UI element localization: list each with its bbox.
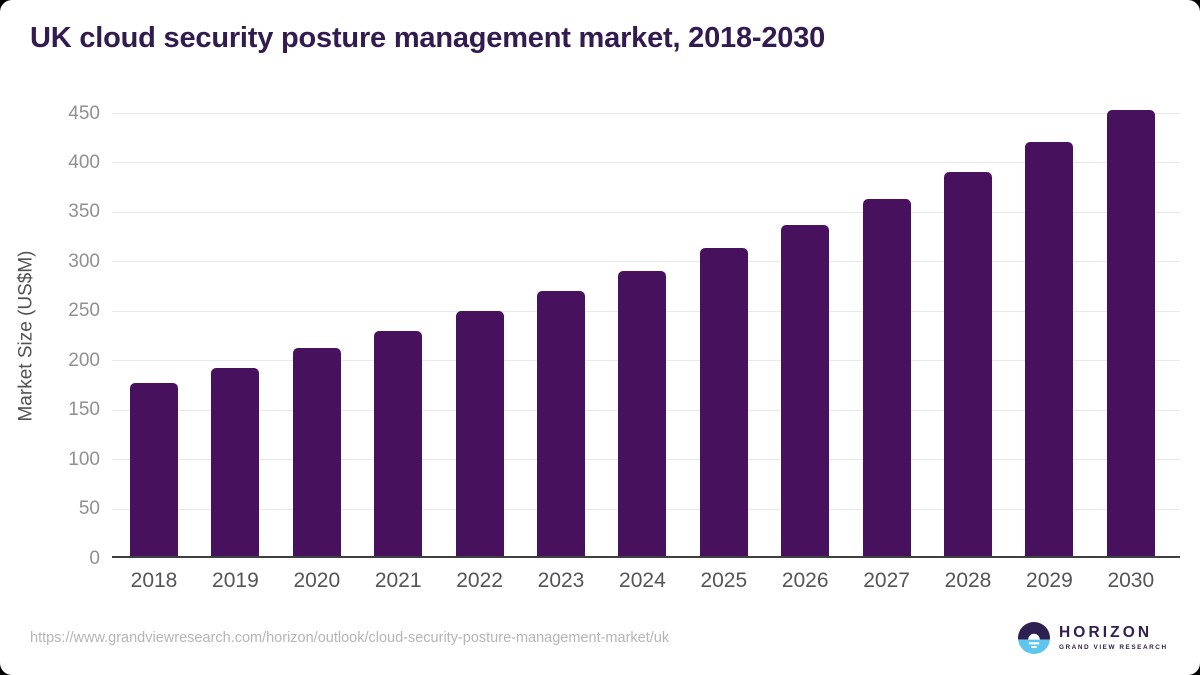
plot-area <box>112 110 1180 558</box>
x-tick-label: 2022 <box>456 569 503 592</box>
gridline <box>112 162 1180 164</box>
y-tick-label: 150 <box>68 399 100 421</box>
y-tick-label: 300 <box>68 250 100 272</box>
bar-2024[interactable] <box>618 271 667 558</box>
y-tick-label: 400 <box>68 151 100 173</box>
bar-2025[interactable] <box>699 248 748 558</box>
y-tick-label: 450 <box>68 102 100 124</box>
y-tick-label: 100 <box>68 448 100 470</box>
brand-name: HORIZON <box>1059 624 1153 641</box>
bar-2022[interactable] <box>455 310 504 558</box>
bar-2029[interactable] <box>1025 141 1074 558</box>
x-tick-label: 2020 <box>293 569 341 592</box>
bar-2021[interactable] <box>374 330 423 558</box>
x-axis-line <box>112 556 1180 558</box>
y-tick-label: 50 <box>78 498 100 520</box>
x-tick-label: 2025 <box>700 569 748 592</box>
x-tick-label: 2029 <box>1026 569 1073 592</box>
bar-2027[interactable] <box>862 199 911 558</box>
x-axis-tick-labels: 2018 2019 2020 2021 2022 2023 2024 2025 2026 2027… <box>112 569 1180 595</box>
gridline <box>112 211 1180 213</box>
bar-2018[interactable] <box>130 382 178 558</box>
brand-logo: HORIZON GRAND VIEW RESEARCH <box>1018 622 1168 654</box>
x-tick-label: 2026 <box>781 569 829 592</box>
x-tick-label: 2030 <box>1107 569 1155 592</box>
y-tick-label: 0 <box>89 547 100 569</box>
chart-title: UK cloud security posture management mar… <box>30 22 826 54</box>
bar-2026[interactable] <box>781 224 830 558</box>
source-url: https://www.grandviewresearch.com/horizo… <box>30 630 670 646</box>
x-tick-label: 2028 <box>944 569 992 592</box>
brand-subtitle: GRAND VIEW RESEARCH <box>1059 644 1168 651</box>
bar-2019[interactable] <box>211 368 260 558</box>
x-tick-label: 2023 <box>537 569 585 592</box>
y-tick-label: 250 <box>68 300 100 322</box>
bar-2023[interactable] <box>537 291 585 558</box>
gridline <box>112 113 1180 114</box>
bar-2028[interactable] <box>944 172 992 558</box>
brand-logo-text: HORIZON GRAND VIEW RESEARCH <box>1059 624 1168 652</box>
x-tick-label: 2024 <box>619 569 666 592</box>
y-tick-label: 200 <box>68 349 100 371</box>
y-axis-tick-labels: 0 50 100 150 200 250 300 350 400 450 <box>0 104 100 568</box>
x-tick-label: 2018 <box>130 569 178 592</box>
bar-2030[interactable] <box>1106 110 1155 558</box>
x-tick-label: 2027 <box>863 569 910 592</box>
gridline <box>112 261 1180 263</box>
y-tick-label: 350 <box>68 201 100 223</box>
x-tick-label: 2021 <box>374 569 422 592</box>
x-tick-label: 2019 <box>212 569 259 592</box>
sunrise-horizon-icon <box>1018 622 1050 654</box>
bar-2020[interactable] <box>292 348 341 558</box>
